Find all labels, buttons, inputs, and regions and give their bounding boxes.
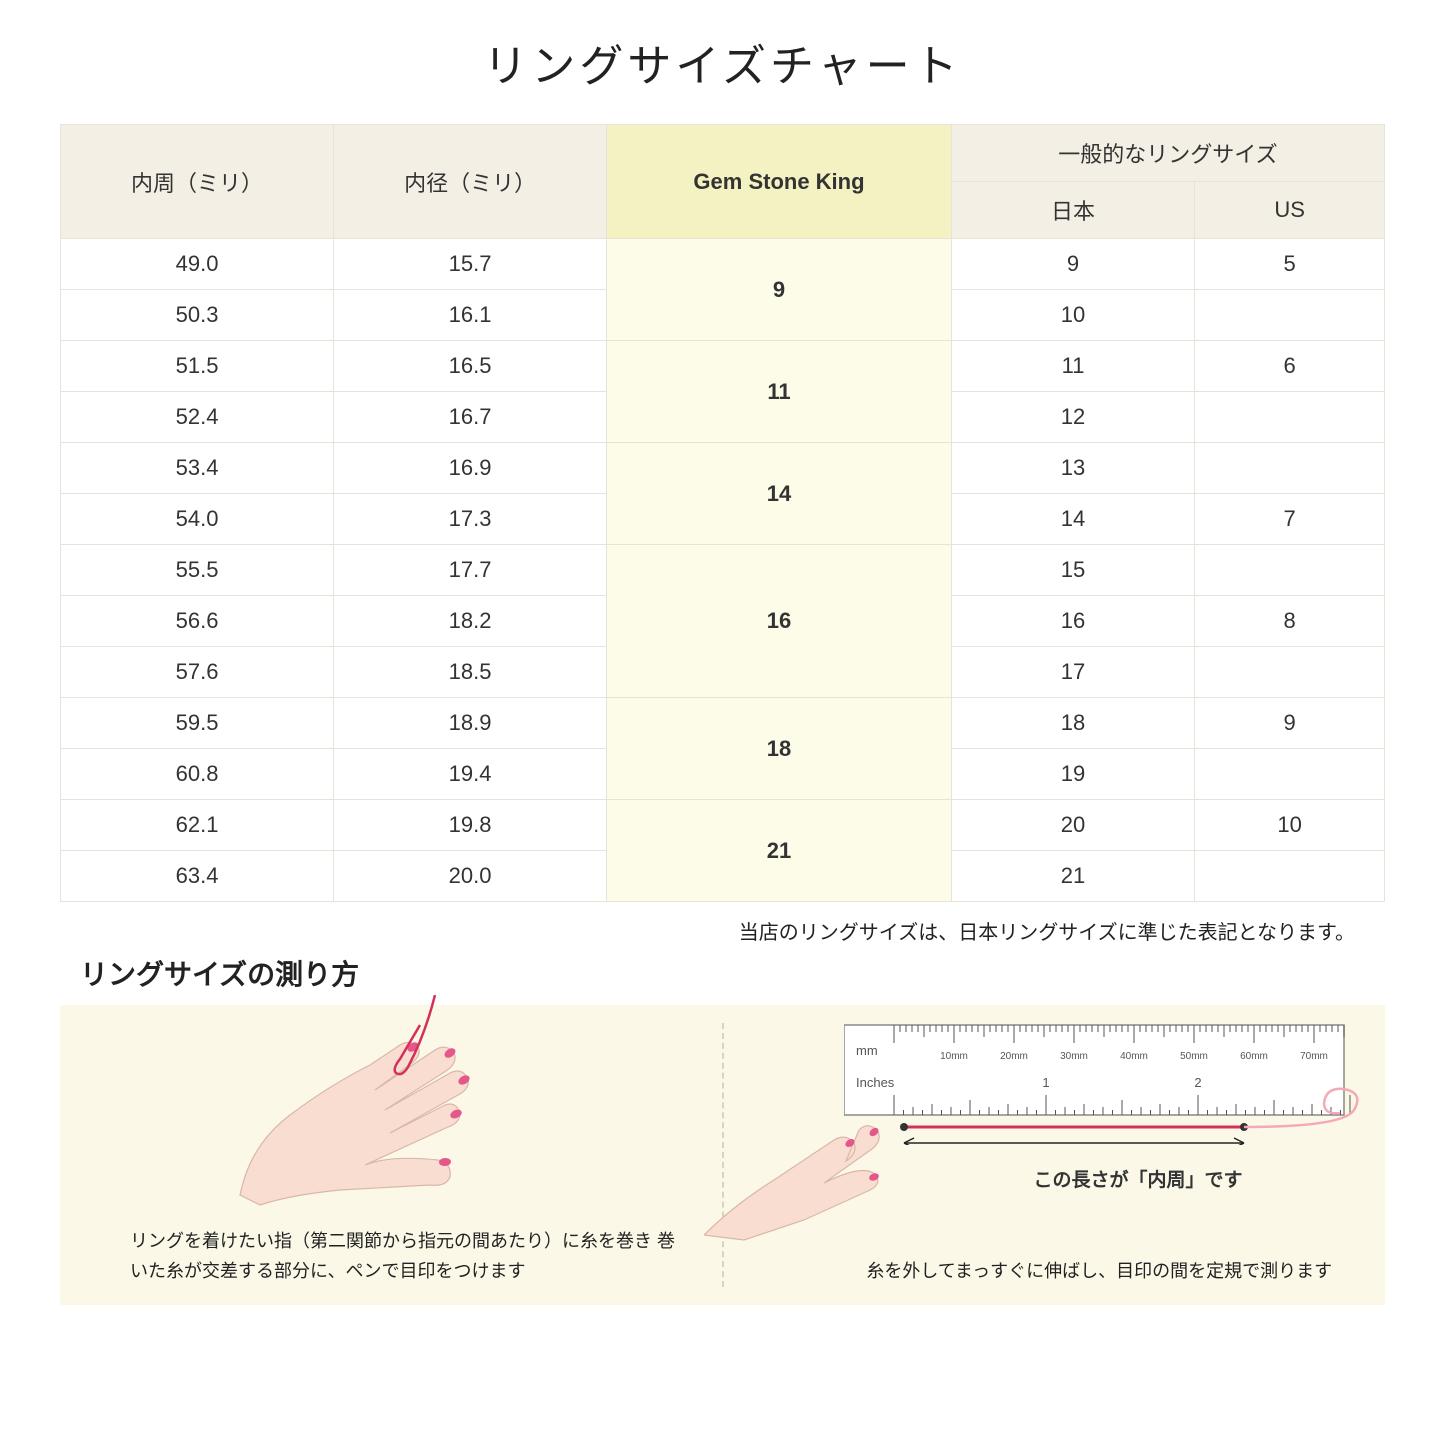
th-japan: 日本 [951, 182, 1194, 239]
svg-text:10mm: 10mm [940, 1051, 968, 1062]
howto-step-1: リングを着けたい指（第二関節から指元の間あたり）に糸を巻き 巻いた糸が交差する部… [60, 1005, 722, 1305]
cell-us: 7 [1195, 494, 1385, 545]
hand-measure-illustration [704, 1085, 904, 1245]
cell-us: 10 [1195, 800, 1385, 851]
cell-us [1195, 290, 1385, 341]
cell-us [1195, 647, 1385, 698]
cell-circumference: 57.6 [61, 647, 334, 698]
cell-japan: 18 [951, 698, 1194, 749]
table-row: 53.416.91413 [61, 443, 1385, 494]
cell-us [1195, 392, 1385, 443]
svg-text:mm: mm [856, 1043, 878, 1058]
svg-text:60mm: 60mm [1240, 1051, 1268, 1062]
th-gsk: Gem Stone King [607, 125, 952, 239]
th-circumference: 内周（ミリ） [61, 125, 334, 239]
cell-gsk: 21 [607, 800, 952, 902]
howto-caption-1: リングを着けたい指（第二関節から指元の間あたり）に糸を巻き 巻いた糸が交差する部… [130, 1226, 692, 1287]
cell-diameter: 16.5 [334, 341, 607, 392]
th-general-group: 一般的なリングサイズ [951, 125, 1384, 182]
cell-diameter: 20.0 [334, 851, 607, 902]
cell-japan: 21 [951, 851, 1194, 902]
cell-gsk: 18 [607, 698, 952, 800]
cell-diameter: 16.1 [334, 290, 607, 341]
cell-circumference: 53.4 [61, 443, 334, 494]
cell-japan: 10 [951, 290, 1194, 341]
cell-us [1195, 545, 1385, 596]
cell-circumference: 55.5 [61, 545, 334, 596]
cell-circumference: 54.0 [61, 494, 334, 545]
cell-japan: 13 [951, 443, 1194, 494]
cell-us [1195, 749, 1385, 800]
cell-circumference: 52.4 [61, 392, 334, 443]
table-note: 当店のリングサイズは、日本リングサイズに準じた表記となります。 [60, 916, 1355, 945]
cell-circumference: 59.5 [61, 698, 334, 749]
cell-japan: 17 [951, 647, 1194, 698]
cell-japan: 14 [951, 494, 1194, 545]
ring-size-table: 内周（ミリ） 内径（ミリ） Gem Stone King 一般的なリングサイズ … [60, 124, 1385, 902]
cell-diameter: 16.7 [334, 392, 607, 443]
cell-us [1195, 851, 1385, 902]
howto-panel: リングを着けたい指（第二関節から指元の間あたり）に糸を巻き 巻いた糸が交差する部… [60, 1005, 1385, 1305]
cell-circumference: 56.6 [61, 596, 334, 647]
cell-diameter: 18.9 [334, 698, 607, 749]
th-diameter: 内径（ミリ） [334, 125, 607, 239]
svg-text:20mm: 20mm [1000, 1051, 1028, 1062]
cell-gsk: 14 [607, 443, 952, 545]
cell-diameter: 16.9 [334, 443, 607, 494]
cell-diameter: 15.7 [334, 239, 607, 290]
cell-circumference: 49.0 [61, 239, 334, 290]
cell-diameter: 19.4 [334, 749, 607, 800]
howto-caption-2: 糸を外してまっすぐに伸ばし、目印の間を定規で測ります [844, 1256, 1356, 1287]
cell-gsk: 9 [607, 239, 952, 341]
hand-wrap-illustration [190, 995, 570, 1215]
cell-circumference: 62.1 [61, 800, 334, 851]
cell-us: 9 [1195, 698, 1385, 749]
table-row: 49.015.7995 [61, 239, 1385, 290]
svg-text:40mm: 40mm [1120, 1051, 1148, 1062]
cell-diameter: 17.3 [334, 494, 607, 545]
cell-us: 5 [1195, 239, 1385, 290]
table-row: 55.517.71615 [61, 545, 1385, 596]
cell-gsk: 11 [607, 341, 952, 443]
cell-circumference: 51.5 [61, 341, 334, 392]
cell-japan: 11 [951, 341, 1194, 392]
svg-text:50mm: 50mm [1180, 1051, 1208, 1062]
cell-us: 6 [1195, 341, 1385, 392]
cell-gsk: 16 [607, 545, 952, 698]
cell-us: 8 [1195, 596, 1385, 647]
cell-circumference: 50.3 [61, 290, 334, 341]
cell-diameter: 18.5 [334, 647, 607, 698]
cell-japan: 15 [951, 545, 1194, 596]
table-row: 62.119.8212010 [61, 800, 1385, 851]
cell-circumference: 63.4 [61, 851, 334, 902]
cell-japan: 9 [951, 239, 1194, 290]
ruler-illustration: mm Inches 10mm20mm30mm40mm50mm60mm70mm 1… [844, 1015, 1364, 1145]
cell-circumference: 60.8 [61, 749, 334, 800]
cell-diameter: 17.7 [334, 545, 607, 596]
table-row: 51.516.511116 [61, 341, 1385, 392]
svg-text:2: 2 [1194, 1075, 1201, 1090]
cell-us [1195, 443, 1385, 494]
table-row: 59.518.918189 [61, 698, 1385, 749]
th-us: US [1195, 182, 1385, 239]
howto-step-2: mm Inches 10mm20mm30mm40mm50mm60mm70mm 1… [724, 1005, 1386, 1305]
howto-title: リングサイズの測り方 [80, 953, 1385, 993]
cell-diameter: 19.8 [334, 800, 607, 851]
cell-japan: 20 [951, 800, 1194, 851]
ruler-length-label: この長さが「内周」です [1034, 1165, 1243, 1192]
cell-japan: 12 [951, 392, 1194, 443]
cell-japan: 16 [951, 596, 1194, 647]
svg-text:1: 1 [1042, 1075, 1049, 1090]
page-title: リングサイズチャート [60, 30, 1385, 94]
svg-text:30mm: 30mm [1060, 1051, 1088, 1062]
cell-japan: 19 [951, 749, 1194, 800]
svg-text:70mm: 70mm [1300, 1051, 1328, 1062]
cell-diameter: 18.2 [334, 596, 607, 647]
